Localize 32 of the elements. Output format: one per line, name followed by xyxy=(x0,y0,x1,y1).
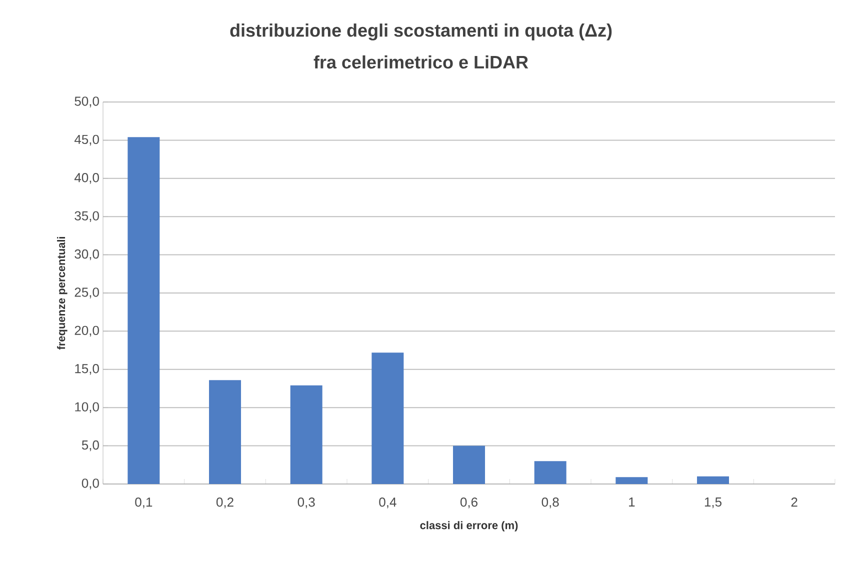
y-tick-label: 15,0 xyxy=(75,364,99,375)
y-tick-label: 35,0 xyxy=(74,211,99,222)
x-axis-title: classi di errore (m) xyxy=(420,521,518,532)
y-tick-label: 10,0 xyxy=(75,402,99,413)
y-tick-label: 45,0 xyxy=(74,134,99,146)
x-tick-label: 0,6 xyxy=(460,498,478,508)
chart-title: distribuzione degli scostamenti in quota (Δz) xyxy=(230,24,612,40)
bar xyxy=(616,477,648,484)
chart-subtitle: fra celerimetrico e LiDAR xyxy=(314,55,528,69)
y-tick-label: 50,0 xyxy=(74,96,99,108)
y-tick-label: 5,0 xyxy=(82,440,99,452)
bar xyxy=(453,446,486,484)
x-tick-label: 0,1 xyxy=(135,498,152,508)
y-tick-label: 20,0 xyxy=(74,326,99,337)
y-tick-label: 40,0 xyxy=(74,173,99,184)
bar xyxy=(697,476,729,484)
y-axis-title: frequenze percentuali xyxy=(57,236,68,350)
x-tick-label: 1 xyxy=(629,498,635,506)
bar xyxy=(209,380,242,484)
bar xyxy=(372,352,404,484)
x-tick-label: 0,2 xyxy=(216,498,234,508)
x-tick-label: 0,8 xyxy=(542,498,559,508)
y-tick-label: 0,0 xyxy=(82,478,99,490)
x-tick-label: 0,4 xyxy=(379,498,396,508)
y-tick-label: 25,0 xyxy=(74,288,99,298)
bar xyxy=(290,385,322,484)
y-tick-label: 30,0 xyxy=(74,249,99,260)
x-tick-label: 2 xyxy=(791,498,798,507)
x-tick-label: 0,3 xyxy=(298,498,315,508)
x-tick-label: 1,5 xyxy=(704,498,722,508)
bar xyxy=(534,461,566,484)
bar xyxy=(128,137,160,484)
